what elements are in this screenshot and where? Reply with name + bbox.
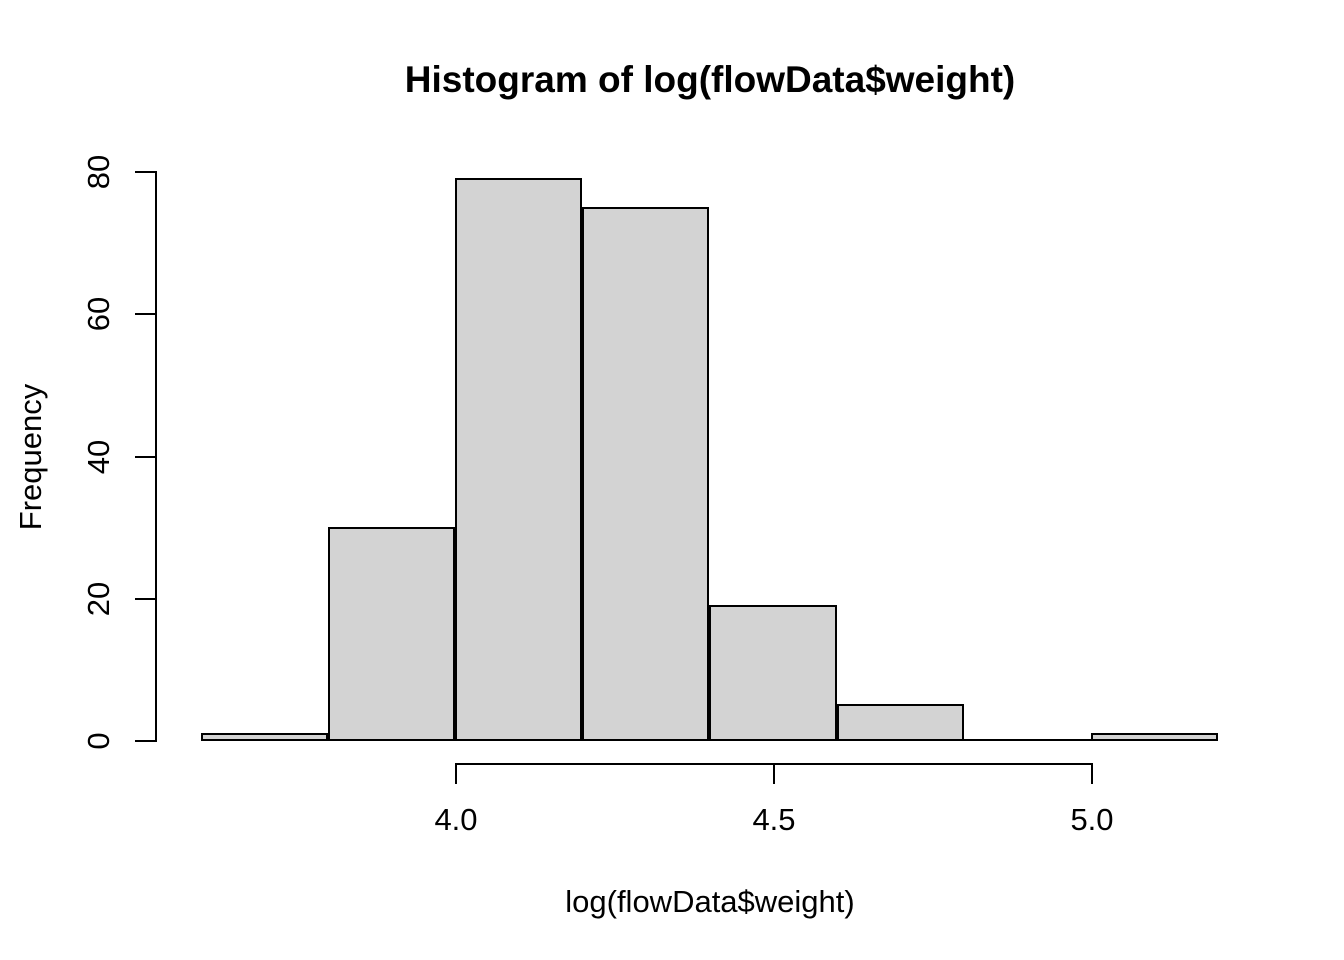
chart-title: Histogram of log(flowData$weight) <box>404 59 1016 100</box>
histogram-bar <box>582 207 709 741</box>
x-axis-title: log(flowData$weight) <box>565 884 855 919</box>
y-axis-tick <box>135 740 155 742</box>
x-axis-tick <box>1091 763 1093 784</box>
y-tick-label: 20 <box>81 581 116 617</box>
histogram-bar <box>837 704 964 741</box>
x-tick-label: 4.5 <box>752 802 796 837</box>
histogram-bar <box>709 605 837 741</box>
y-tick-label: 40 <box>81 439 116 475</box>
histogram-bar <box>201 733 328 741</box>
y-axis-tick <box>135 313 155 315</box>
x-axis-tick <box>773 763 775 784</box>
x-tick-label: 4.0 <box>434 802 478 837</box>
y-axis-tick <box>135 598 155 600</box>
y-axis-line <box>155 171 157 742</box>
y-axis-tick <box>135 171 155 173</box>
histogram-bar <box>328 527 455 741</box>
y-axis-title: Frequency <box>13 383 48 531</box>
x-tick-label: 5.0 <box>1070 802 1114 837</box>
y-tick-label: 0 <box>81 732 116 750</box>
y-tick-label: 80 <box>81 154 116 190</box>
histogram-bar <box>455 178 582 741</box>
y-axis-tick <box>135 456 155 458</box>
x-axis-tick <box>455 763 457 784</box>
y-tick-label: 60 <box>81 296 116 332</box>
histogram-bar <box>1091 733 1218 741</box>
